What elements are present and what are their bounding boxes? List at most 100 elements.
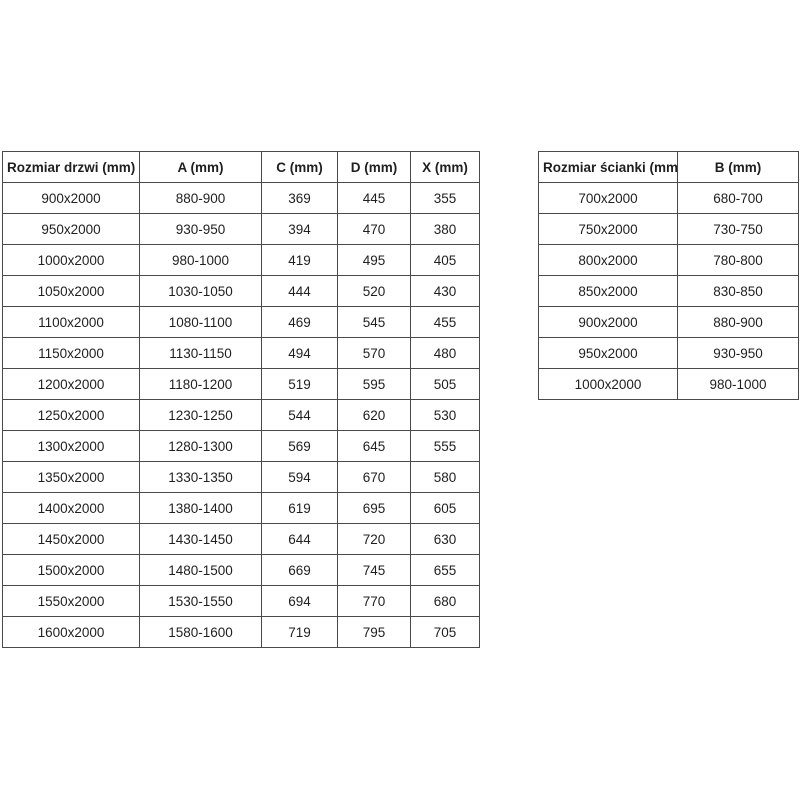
table-cell: 544 (261, 399, 338, 431)
table-row: 1300x2000 1280-1300 569 645 555 (2, 430, 480, 462)
table-cell: 445 (337, 182, 411, 214)
table-cell: 750x2000 (538, 213, 678, 245)
table-cell: 455 (410, 306, 480, 338)
table-cell: 494 (261, 337, 338, 369)
table-cell: 1600x2000 (2, 616, 140, 648)
table-cell: 1230-1250 (139, 399, 262, 431)
table-cell: 644 (261, 523, 338, 555)
table-row: 1150x2000 1130-1150 494 570 480 (2, 337, 480, 369)
table-cell: 950x2000 (2, 213, 140, 245)
table-cell: 655 (410, 554, 480, 586)
table-cell: 519 (261, 368, 338, 400)
table-row: 1100x2000 1080-1100 469 545 455 (2, 306, 480, 338)
table-cell: 1030-1050 (139, 275, 262, 307)
table-cell: 444 (261, 275, 338, 307)
table-cell: 1580-1600 (139, 616, 262, 648)
table-cell: 1100x2000 (2, 306, 140, 338)
table-cell: 669 (261, 554, 338, 586)
wall-table-header-row: Rozmiar ścianki (mm) B (mm) (538, 151, 799, 183)
table-row: 1400x2000 1380-1400 619 695 605 (2, 492, 480, 524)
table-cell: 380 (410, 213, 480, 245)
table-cell: 1200x2000 (2, 368, 140, 400)
table-cell: 394 (261, 213, 338, 245)
table-cell: 369 (261, 182, 338, 214)
table-row: 900x2000 880-900 (538, 306, 799, 338)
table-cell: 1000x2000 (2, 244, 140, 276)
table-cell: 1530-1550 (139, 585, 262, 617)
table-cell: 355 (410, 182, 480, 214)
table-cell: 1430-1450 (139, 523, 262, 555)
table-row: 1600x2000 1580-1600 719 795 705 (2, 616, 480, 648)
table-row: 1450x2000 1430-1450 644 720 630 (2, 523, 480, 555)
table-cell: 570 (337, 337, 411, 369)
table-cell: 1050x2000 (2, 275, 140, 307)
table-cell: 980-1000 (677, 368, 799, 400)
table-cell: 1380-1400 (139, 492, 262, 524)
door-table-body: 900x2000 880-900 369 445 355 950x2000 930-950 3… (2, 182, 480, 648)
table-cell: 795 (337, 616, 411, 648)
table-cell: 1280-1300 (139, 430, 262, 462)
table-cell: 745 (337, 554, 411, 586)
table-cell: 719 (261, 616, 338, 648)
table-cell: 520 (337, 275, 411, 307)
table-cell: 1130-1150 (139, 337, 262, 369)
table-cell: 880-900 (139, 182, 262, 214)
door-table-header-row: Rozmiar drzwi (mm) A (mm) C (mm) D (mm) X (m… (2, 151, 480, 183)
table-row: 750x2000 730-750 (538, 213, 799, 245)
table-cell: 630 (410, 523, 480, 555)
table-cell: 780-800 (677, 244, 799, 276)
table-row: 1000x2000 980-1000 (538, 368, 799, 400)
table-cell: 419 (261, 244, 338, 276)
wall-table-body: 700x2000 680-700 750x2000 730-750 800x2000 78… (538, 182, 799, 400)
table-cell: 720 (337, 523, 411, 555)
column-header: Rozmiar drzwi (mm) (2, 151, 140, 183)
table-row: 900x2000 880-900 369 445 355 (2, 182, 480, 214)
table-cell: 930-950 (139, 213, 262, 245)
table-cell: 900x2000 (2, 182, 140, 214)
table-cell: 770 (337, 585, 411, 617)
table-cell: 495 (337, 244, 411, 276)
table-cell: 405 (410, 244, 480, 276)
table-cell: 1080-1100 (139, 306, 262, 338)
door-sizes-table: Rozmiar drzwi (mm) A (mm) C (mm) D (mm) X (m… (2, 151, 480, 648)
table-cell: 470 (337, 213, 411, 245)
table-cell: 1330-1350 (139, 461, 262, 493)
table-cell: 930-950 (677, 337, 799, 369)
column-header: X (mm) (410, 151, 480, 183)
table-cell: 555 (410, 430, 480, 462)
table-cell: 850x2000 (538, 275, 678, 307)
table-cell: 694 (261, 585, 338, 617)
table-row: 1550x2000 1530-1550 694 770 680 (2, 585, 480, 617)
table-cell: 1180-1200 (139, 368, 262, 400)
table-row: 700x2000 680-700 (538, 182, 799, 214)
table-row: 1050x2000 1030-1050 444 520 430 (2, 275, 480, 307)
table-row: 1250x2000 1230-1250 544 620 530 (2, 399, 480, 431)
table-cell: 800x2000 (538, 244, 678, 276)
table-cell: 605 (410, 492, 480, 524)
table-cell: 480 (410, 337, 480, 369)
table-cell: 430 (410, 275, 480, 307)
table-cell: 1000x2000 (538, 368, 678, 400)
column-header: Rozmiar ścianki (mm) (538, 151, 678, 183)
table-cell: 950x2000 (538, 337, 678, 369)
column-header: C (mm) (261, 151, 338, 183)
table-cell: 1300x2000 (2, 430, 140, 462)
table-cell: 705 (410, 616, 480, 648)
table-row: 800x2000 780-800 (538, 244, 799, 276)
table-cell: 469 (261, 306, 338, 338)
table-cell: 620 (337, 399, 411, 431)
table-cell: 505 (410, 368, 480, 400)
table-cell: 1500x2000 (2, 554, 140, 586)
table-cell: 1550x2000 (2, 585, 140, 617)
table-cell: 569 (261, 430, 338, 462)
table-cell: 980-1000 (139, 244, 262, 276)
table-cell: 730-750 (677, 213, 799, 245)
table-row: 1500x2000 1480-1500 669 745 655 (2, 554, 480, 586)
table-cell: 830-850 (677, 275, 799, 307)
table-cell: 619 (261, 492, 338, 524)
table-row: 850x2000 830-850 (538, 275, 799, 307)
table-cell: 680-700 (677, 182, 799, 214)
table-row: 1000x2000 980-1000 419 495 405 (2, 244, 480, 276)
table-cell: 880-900 (677, 306, 799, 338)
